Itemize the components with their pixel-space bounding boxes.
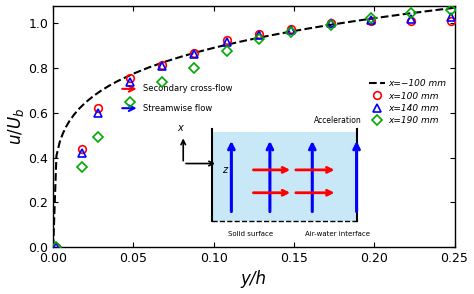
Text: Streamwise flow: Streamwise flow (144, 104, 213, 113)
X-axis label: y/h: y/h (241, 270, 267, 288)
Legend: x=−100 mm, x=100 mm, x=140 mm, x=190 mm: x=−100 mm, x=100 mm, x=140 mm, x=190 mm (365, 76, 450, 128)
Text: Secondary cross-flow: Secondary cross-flow (144, 84, 233, 93)
Y-axis label: $u/U_b$: $u/U_b$ (6, 108, 26, 145)
